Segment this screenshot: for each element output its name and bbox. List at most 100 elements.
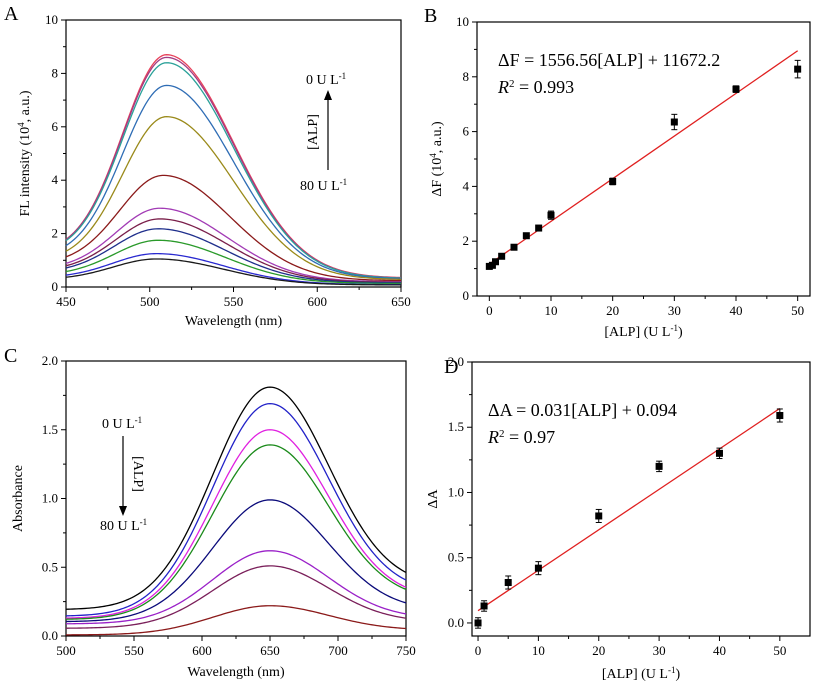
data-point-d-0 <box>474 619 482 627</box>
annotation-top-c-part-0: 0 U L <box>102 417 135 432</box>
annotation-arrow-head <box>324 90 332 100</box>
data-point-d-2 <box>504 579 512 587</box>
spectrum-line-a-9 <box>65 239 402 285</box>
annotation-arrow-label: [ALP] <box>306 114 321 150</box>
panel-letter-c: C <box>4 345 17 367</box>
spectrum-line-a-3 <box>65 84 402 280</box>
y-tick-label: 2 <box>52 226 59 241</box>
spectrum-line-c-1 <box>65 402 407 617</box>
x-tick-label: 500 <box>56 643 76 658</box>
x-tick-label: 50 <box>791 303 804 318</box>
y-axis-label-d: ΔA <box>426 489 441 509</box>
spectrum-line-a-7 <box>65 218 402 283</box>
x-tick-label: 550 <box>124 643 144 658</box>
x-tick-label: 650 <box>260 643 280 658</box>
annotation-bottom-part-0: 80 U L <box>300 179 340 194</box>
r2-value-d: = 0.97 <box>505 427 556 447</box>
y-axis-label-b-part-0: ΔF (10 <box>430 158 445 197</box>
spectrum-line-c-5 <box>65 550 407 625</box>
spectrum-line-c-3 <box>65 444 407 620</box>
x-tick-label: 550 <box>224 294 244 309</box>
annotation-arrow-head-c <box>119 506 127 516</box>
data-point-d-6 <box>715 449 723 457</box>
spectrum-line-a-6 <box>65 207 402 283</box>
data-point-b-4 <box>510 243 518 251</box>
x-tick-label: 700 <box>328 643 348 658</box>
spectrum-line-a-5 <box>65 174 402 282</box>
data-point-b-9 <box>670 118 678 126</box>
spectrum-line-a-11 <box>65 258 401 286</box>
data-point-b-3 <box>498 252 506 260</box>
r2-b: R2 = 0.993 <box>497 77 574 97</box>
panel-letter-a: A <box>4 3 19 25</box>
spectrum-line-c-4 <box>65 499 407 623</box>
fit-line-d <box>477 407 781 612</box>
data-point-d-4 <box>595 512 603 520</box>
data-point-b-7 <box>547 211 555 219</box>
x-tick-label: 0 <box>475 643 482 658</box>
y-axis-label: FL intensity (104, a.u.) <box>16 90 33 216</box>
y-tick-label: 6 <box>463 124 470 139</box>
x-tick-label: 20 <box>592 643 605 658</box>
x-axis-label-b-part-1: -1 <box>670 323 678 333</box>
x-axis-label-b-part-2: ) <box>678 325 683 340</box>
annotation-top-c: 0 U L-1 <box>102 415 142 432</box>
annotation-top-c-part-1: -1 <box>135 415 143 425</box>
panel-letter-b: B <box>424 5 437 27</box>
data-point-b-1 <box>488 261 496 269</box>
data-point-b-10 <box>732 85 740 93</box>
chart-c: 500 550 600 650 700 750 0.0 0.5 1.0 1.5 2.0 Wavelen… <box>11 353 416 680</box>
y-tick-label: 0.5 <box>42 559 58 574</box>
y-tick-label: 0 <box>463 288 470 303</box>
x-axis-label-c: Wavelength (nm) <box>187 665 285 680</box>
y-tick-label: 0 <box>52 279 59 294</box>
chart-d: 0 10 20 30 40 50 0.0 0.5 1.0 1.5 2.0 [ALP] (U L-1) Δ… <box>426 354 811 682</box>
y-tick-label: 6 <box>52 119 59 134</box>
x-tick-label: 750 <box>396 643 416 658</box>
y-tick-label: 4 <box>463 178 470 193</box>
x-tick-label: 0 <box>486 303 493 318</box>
y-tick-label: 0.5 <box>448 550 464 565</box>
annotation-bottom-c-part-0: 80 U L <box>100 519 140 534</box>
y-axis-label-b-part-2: , a.u.) <box>430 121 445 153</box>
x-tick-label: 600 <box>192 643 212 658</box>
r2-d: R2 = 0.97 <box>487 427 555 447</box>
r2-symbol-d: R <box>487 427 499 447</box>
y-tick-label: 0.0 <box>42 628 58 643</box>
y-tick-label: 1.0 <box>448 484 464 499</box>
x-axis-label: Wavelength (nm) <box>185 314 283 329</box>
y-tick-label: 1.0 <box>42 491 58 506</box>
y-axis-label-part-0: FL intensity (10 <box>18 127 33 217</box>
x-axis-label-b-part-0: [ALP] (U L <box>604 325 670 340</box>
data-point-b-8 <box>609 177 617 185</box>
r2-exp-d: 2 <box>499 428 505 440</box>
y-tick-label: 4 <box>52 172 59 187</box>
annotation-bottom-c: 80 U L-1 <box>100 517 147 534</box>
r2-exp-b: 2 <box>509 78 515 90</box>
y-axis-label-b: ΔF (104, a.u.) <box>428 121 445 197</box>
r2-symbol-b: R <box>497 77 509 97</box>
spectrum-line-a-8 <box>65 228 402 284</box>
x-axis-label-d: [ALP] (U L-1) <box>602 665 681 682</box>
annotation-arrow-label-c: [ALP] <box>130 456 145 492</box>
y-tick-label: 10 <box>456 14 469 29</box>
spectrum-line-c-2 <box>65 429 407 619</box>
x-tick-label: 50 <box>773 643 786 658</box>
annotation-bottom-c-part-1: -1 <box>140 517 148 527</box>
panel-letter-d: D <box>444 356 458 378</box>
x-tick-label: 30 <box>653 643 666 658</box>
x-tick-label: 40 <box>730 303 743 318</box>
y-tick-label: 8 <box>463 69 470 84</box>
y-tick-label: 10 <box>45 12 58 27</box>
x-axis-label-d-part-0: [ALP] (U L <box>602 667 668 682</box>
x-axis-label-b: [ALP] (U L-1) <box>604 323 683 340</box>
data-point-d-1 <box>480 602 488 610</box>
x-axis-label-d-part-1: -1 <box>668 665 676 675</box>
spectrum-line-c-0 <box>65 386 407 610</box>
y-tick-label: 8 <box>52 65 59 80</box>
x-tick-label: 10 <box>545 303 558 318</box>
x-tick-label: 30 <box>668 303 681 318</box>
y-tick-label: 0.0 <box>448 615 464 630</box>
spectrum-line-c-6 <box>65 565 407 629</box>
